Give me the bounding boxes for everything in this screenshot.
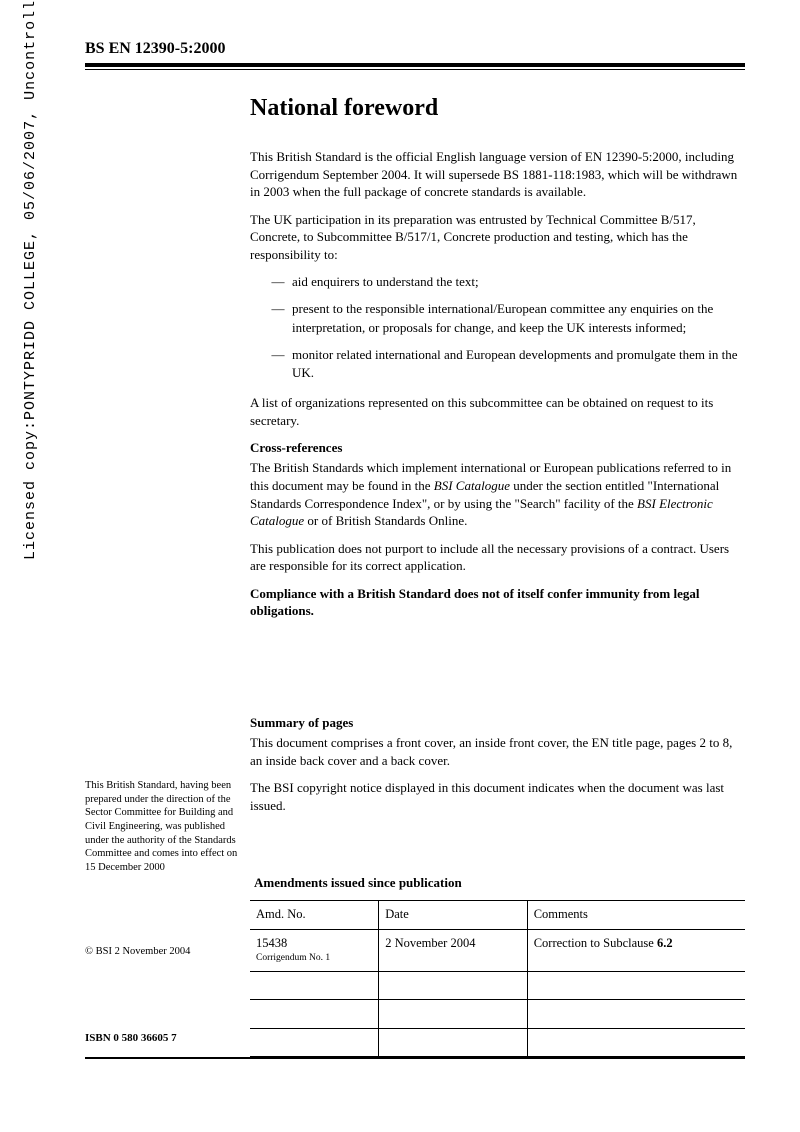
bullet-2: present to the responsible international… [292,300,745,336]
summary-p2: The BSI copyright notice displayed in th… [250,779,745,814]
cell-date: 2 November 2004 [379,929,528,971]
summary-p1: This document comprises a front cover, a… [250,734,745,769]
crossref-p2: This publication does not purport to inc… [250,540,745,575]
col-comments: Comments [527,901,745,930]
copyright-notice: © BSI 2 November 2004 [85,945,238,960]
page-title: National foreword [250,92,745,126]
table-row [250,971,745,1000]
table-row: 15438 Corrigendum No. 1 2 November 2004 … [250,929,745,971]
crossref-heading: Cross-references [250,439,745,457]
responsibility-list: — aid enquirers to understand the text; … [264,273,745,382]
isbn: ISBN 0 580 36605 7 [85,1031,238,1046]
header-rule-thin [85,69,745,70]
footer-rule [85,1057,745,1059]
bullet-dash-icon: — [264,273,292,291]
bullet-3: monitor related international and Europe… [292,346,745,382]
license-watermark: Licensed copy:PONTYPRIDD COLLEGE, 05/06/… [20,0,41,560]
table-row [250,1000,745,1029]
foreword-p2: The UK participation in its preparation … [250,211,745,264]
crossref-p1: The British Standards which implement in… [250,459,745,529]
cell-amd: 15438 Corrigendum No. 1 [250,929,379,971]
foreword-p3: A list of organizations represented on t… [250,394,745,429]
bullet-dash-icon: — [264,300,292,336]
amendments-table: Amd. No. Date Comments 15438 Corrigendum… [250,900,745,1057]
bullet-dash-icon: — [264,346,292,382]
col-amd-no: Amd. No. [250,901,379,930]
compliance-statement: Compliance with a British Standard does … [250,585,745,620]
publication-note: This British Standard, having been prepa… [85,779,238,874]
header-rule-thick [85,63,745,67]
bullet-1: aid enquirers to understand the text; [292,273,745,291]
col-date: Date [379,901,528,930]
foreword-p1: This British Standard is the official En… [250,148,745,201]
table-row [250,1028,745,1057]
document-id: BS EN 12390-5:2000 [85,38,745,60]
cell-comment: Correction to Subclause 6.2 [527,929,745,971]
summary-heading: Summary of pages [250,714,745,732]
amendments-heading: Amendments issued since publication [254,874,745,892]
table-header-row: Amd. No. Date Comments [250,901,745,930]
